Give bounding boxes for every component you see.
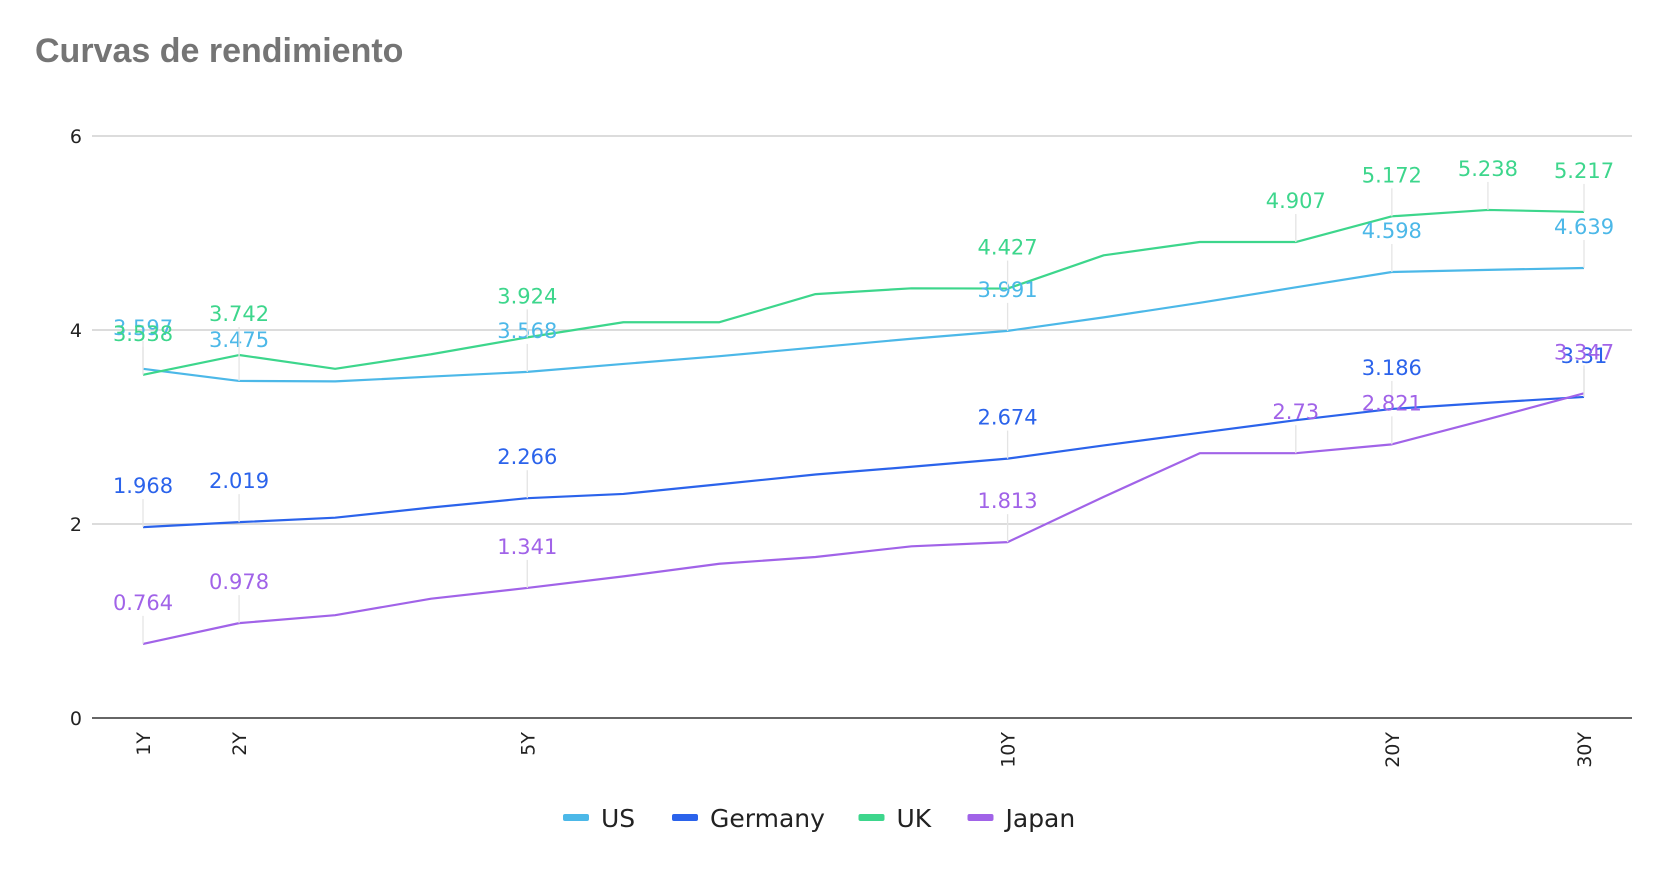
data-label: 1.341 bbox=[497, 535, 557, 559]
x-tick-label: 20Y bbox=[1382, 732, 1404, 768]
legend-swatch bbox=[672, 814, 698, 821]
data-label: 3.538 bbox=[113, 322, 173, 346]
data-label: 4.639 bbox=[1554, 215, 1614, 239]
legend-item-us: US bbox=[563, 804, 635, 833]
legend-label: Japan bbox=[1004, 804, 1076, 833]
data-label: 1.813 bbox=[978, 489, 1038, 513]
data-label: 3.347 bbox=[1554, 340, 1614, 364]
legend-label: UK bbox=[897, 804, 932, 833]
data-label: 5.217 bbox=[1554, 159, 1614, 183]
x-tick-label: 2Y bbox=[229, 732, 251, 756]
legend-item-germany: Germany bbox=[672, 804, 825, 833]
y-tick-label: 6 bbox=[70, 126, 82, 148]
legend-swatch bbox=[563, 814, 589, 821]
data-label: 3.597 bbox=[113, 316, 173, 340]
chart-title: Curvas de rendimiento bbox=[35, 32, 404, 70]
data-label: 4.598 bbox=[1362, 219, 1422, 243]
legend-label: US bbox=[601, 804, 635, 833]
data-label: 3.31 bbox=[1561, 344, 1608, 368]
x-tick-label: 30Y bbox=[1574, 732, 1596, 768]
series-line-germany bbox=[142, 395, 1585, 529]
series-line-us bbox=[142, 266, 1585, 383]
series-line-japan bbox=[142, 392, 1585, 645]
data-label: 3.742 bbox=[209, 302, 269, 326]
data-label: 2.674 bbox=[978, 406, 1038, 430]
data-label: 2.019 bbox=[209, 469, 269, 493]
x-tick-label: 1Y bbox=[133, 732, 155, 756]
legend-swatch bbox=[858, 814, 885, 821]
data-label: 0.764 bbox=[113, 591, 173, 615]
legend-item-japan: Japan bbox=[967, 804, 1076, 833]
data-label: 4.907 bbox=[1266, 189, 1326, 213]
series-line-uk bbox=[142, 208, 1585, 376]
data-label: 2.266 bbox=[497, 445, 557, 469]
legend-swatch bbox=[967, 814, 994, 821]
data-label: 1.968 bbox=[113, 474, 173, 498]
data-label: 0.978 bbox=[209, 570, 269, 594]
x-tick-label: 10Y bbox=[998, 732, 1020, 768]
data-label: 5.172 bbox=[1362, 163, 1422, 187]
legend-item-uk: UK bbox=[858, 804, 932, 833]
data-label: 3.924 bbox=[497, 284, 557, 308]
x-tick-label: 5Y bbox=[517, 732, 539, 756]
y-tick-label: 2 bbox=[70, 514, 82, 536]
data-label: 5.238 bbox=[1458, 157, 1518, 181]
data-label: 4.427 bbox=[978, 236, 1038, 260]
y-tick-label: 4 bbox=[70, 320, 82, 342]
data-label: 2.73 bbox=[1272, 400, 1319, 424]
data-label: 2.821 bbox=[1362, 391, 1422, 415]
y-tick-label: 0 bbox=[70, 708, 82, 730]
legend-label: Germany bbox=[710, 804, 825, 833]
data-label: 3.186 bbox=[1362, 356, 1422, 380]
